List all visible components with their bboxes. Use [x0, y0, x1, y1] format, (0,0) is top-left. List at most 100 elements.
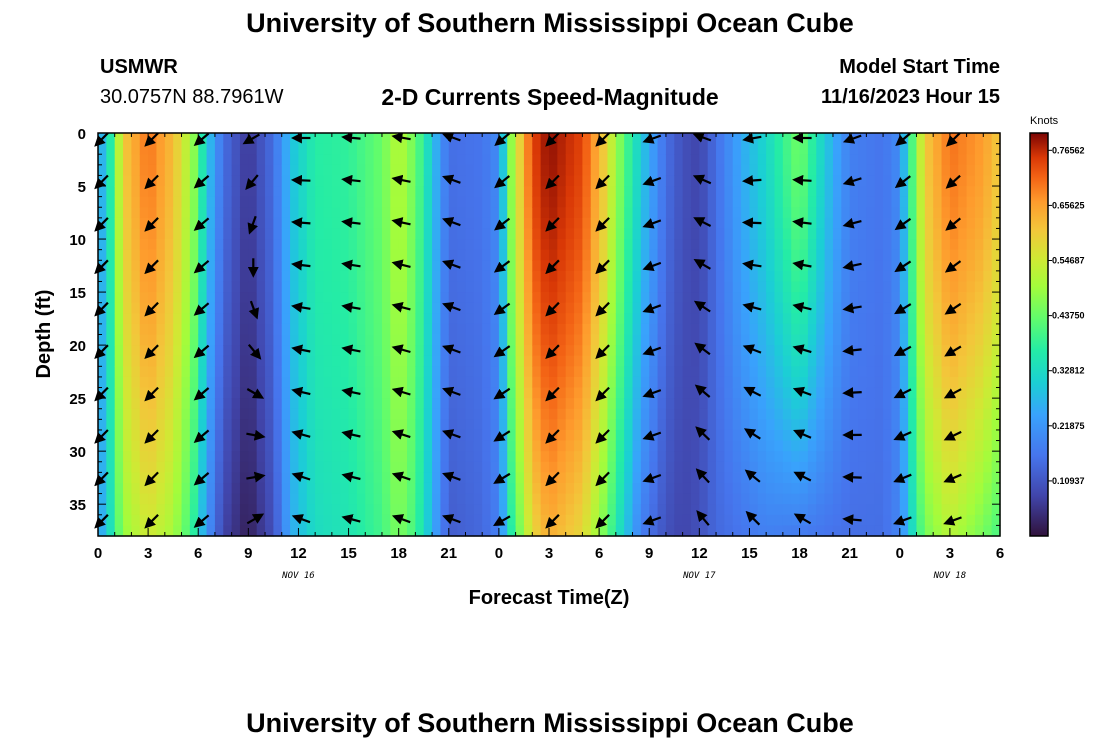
heatmap-cell — [164, 302, 174, 314]
heatmap-cell — [732, 398, 742, 410]
heatmap-cell — [941, 355, 951, 367]
heatmap-cell — [590, 398, 600, 410]
heatmap-cell — [774, 440, 784, 452]
heatmap-cell — [690, 366, 700, 378]
heatmap-cell — [265, 461, 274, 473]
heatmap-cell — [858, 461, 867, 473]
heatmap-cell — [883, 228, 893, 240]
heatmap-cell — [624, 514, 634, 526]
current-arrow — [792, 386, 812, 398]
heatmap-cell — [306, 451, 316, 463]
heatmap-cell — [523, 175, 533, 187]
heatmap-cell — [206, 239, 216, 251]
heatmap-cell — [432, 154, 442, 166]
heatmap-cell — [139, 355, 149, 367]
heatmap-cell — [457, 133, 467, 145]
heatmap-cell — [98, 451, 107, 463]
heatmap-cell — [983, 376, 993, 389]
heatmap-cell — [615, 260, 625, 272]
heatmap-cell — [599, 249, 609, 261]
heatmap-cell — [933, 228, 943, 240]
heatmap-cell — [248, 419, 258, 431]
heatmap-cell — [816, 207, 826, 219]
heatmap-cell — [256, 440, 266, 452]
heatmap-cell — [114, 313, 124, 325]
heatmap-cell — [657, 175, 667, 187]
heatmap-cell — [841, 493, 851, 505]
heatmap-cell — [532, 345, 542, 357]
heatmap-cell — [716, 133, 725, 145]
heatmap-cell — [373, 408, 383, 420]
heatmap-cell — [532, 440, 542, 452]
heatmap-cell — [457, 419, 467, 431]
heatmap-cell — [707, 143, 717, 155]
heatmap-cell — [632, 143, 642, 155]
heatmap-cell — [816, 143, 826, 155]
heatmap-cell — [782, 313, 792, 325]
heatmap-cell — [198, 143, 208, 155]
heatmap-cell — [440, 482, 450, 495]
heatmap-cell — [590, 514, 600, 526]
heatmap-cell — [640, 398, 650, 410]
heatmap-cell — [866, 419, 876, 431]
heatmap-cell — [440, 493, 450, 505]
heatmap-cell — [281, 133, 291, 145]
heatmap-cell — [298, 366, 308, 378]
heatmap-cell — [398, 440, 408, 452]
heatmap-cell — [908, 440, 918, 452]
heatmap-cell — [582, 440, 592, 452]
x-tick-label: 18 — [791, 545, 808, 562]
heatmap-cell — [933, 376, 943, 389]
heatmap-cell — [181, 472, 191, 484]
heatmap-cell — [306, 154, 316, 166]
heatmap-cell — [782, 366, 792, 378]
heatmap-cell — [381, 472, 391, 484]
x-tick-label: 6 — [194, 545, 202, 562]
heatmap-cell — [131, 133, 141, 145]
heatmap-cell — [131, 419, 141, 431]
heatmap-cell — [106, 281, 116, 293]
heatmap-cell — [883, 260, 893, 272]
heatmap-cell — [883, 345, 893, 357]
heatmap-cell — [757, 355, 767, 367]
heatmap-cell — [507, 482, 517, 495]
heatmap-cell — [532, 207, 542, 219]
heatmap-cell — [665, 334, 675, 346]
heatmap-cell — [933, 133, 943, 145]
heatmap-cell — [390, 154, 400, 166]
heatmap-cell — [423, 461, 433, 473]
heatmap-cell — [139, 482, 149, 495]
heatmap-cell — [549, 270, 558, 283]
heatmap-cell — [791, 249, 801, 261]
heatmap-cell — [782, 514, 792, 526]
heatmap-cell — [732, 228, 742, 240]
heatmap-cell — [206, 249, 216, 261]
heatmap-cell — [365, 228, 375, 240]
heatmap-cell — [415, 472, 425, 484]
heatmap-cell — [248, 249, 258, 261]
heatmap-cell — [164, 387, 174, 399]
heatmap-cell — [924, 164, 934, 177]
heatmap-cell — [941, 292, 951, 304]
heatmap-cell — [523, 366, 533, 378]
heatmap-cell — [766, 398, 776, 410]
heatmap-cell — [966, 366, 976, 378]
heatmap-cell — [766, 387, 776, 399]
heatmap-cell — [540, 376, 550, 389]
heatmap-cell — [699, 313, 709, 325]
heatmap-cell — [123, 387, 133, 399]
heatmap-cell — [732, 429, 742, 442]
heatmap-cell — [824, 504, 834, 516]
heatmap-cell — [239, 398, 249, 410]
heatmap-cell — [123, 133, 133, 145]
heatmap-cell — [490, 451, 500, 463]
heatmap-cell — [891, 366, 901, 378]
heatmap-cell — [331, 525, 341, 537]
current-arrow — [94, 429, 109, 444]
heatmap-cell — [874, 164, 884, 177]
current-arrow — [442, 471, 461, 483]
heatmap-cell — [983, 525, 993, 537]
heatmap-cell — [983, 281, 993, 293]
heatmap-cell — [665, 323, 675, 336]
heatmap-cell — [306, 207, 316, 219]
